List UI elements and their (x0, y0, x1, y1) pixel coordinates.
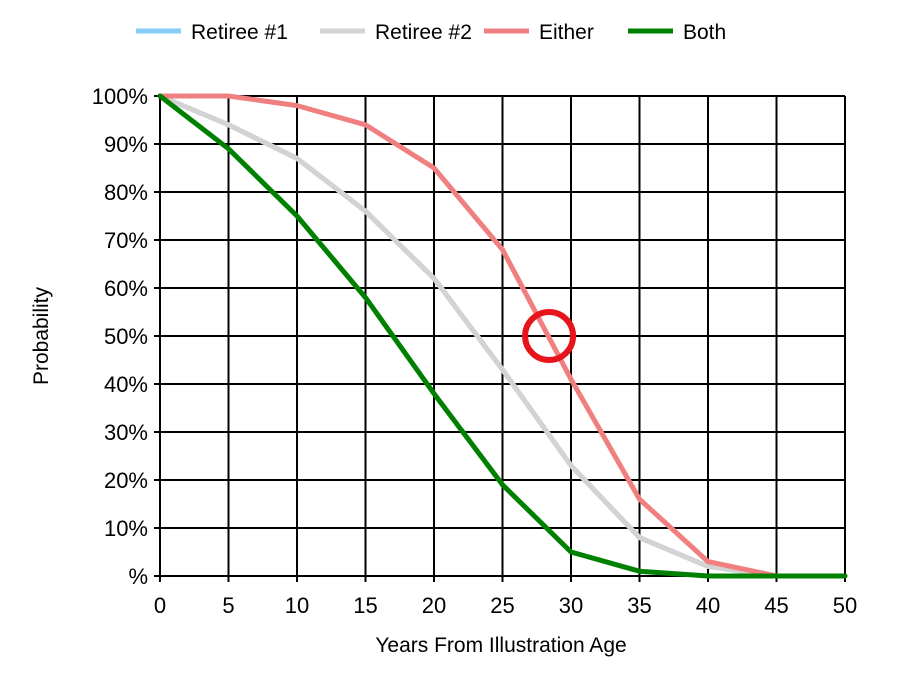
grid-lines (154, 95, 846, 582)
highlight-circle (522, 309, 577, 363)
y-tick-label-10: 100% (92, 84, 148, 109)
y-tick-label-2: 20% (104, 468, 148, 493)
y-tick-label-4: 40% (104, 372, 148, 397)
y-axis-title: Probability (30, 286, 53, 385)
legend-item-2: Either (484, 21, 594, 44)
x-tick-label-8: 40 (696, 593, 720, 618)
legend-label-0: Retiree #1 (191, 21, 288, 44)
x-tick-label-5: 25 (490, 593, 514, 618)
annotation (522, 309, 577, 363)
x-tick-label-4: 20 (422, 593, 446, 618)
legend-label-3: Both (683, 21, 726, 44)
x-tick-label-3: 15 (353, 593, 377, 618)
x-tick-label-2: 10 (285, 593, 309, 618)
x-tick-label-7: 35 (627, 593, 651, 618)
x-tick-label-0: 0 (154, 593, 166, 618)
legend-item-1: Retiree #2 (320, 21, 472, 44)
y-tick-label-5: 50% (104, 324, 148, 349)
chart-legend: Retiree #1 Retiree #2 Either Both (136, 21, 726, 44)
series-3 (157, 93, 848, 579)
y-tick-label-8: 80% (104, 180, 148, 205)
x-axis-ticks: 0 5 10 15 20 25 30 35 40 45 50 (154, 593, 857, 618)
x-axis-title: Years From Illustration Age (375, 634, 626, 657)
legend-label-1: Retiree #2 (375, 21, 472, 44)
x-tick-label-10: 50 (833, 593, 857, 618)
series-lines (157, 93, 848, 579)
legend-item-0: Retiree #1 (136, 21, 288, 44)
legend-item-3: Both (628, 21, 726, 44)
legend-label-2: Either (539, 21, 594, 44)
y-tick-label-0: % (128, 564, 148, 589)
y-tick-label-6: 60% (104, 276, 148, 301)
y-tick-label-9: 90% (104, 132, 148, 157)
y-tick-label-3: 30% (104, 420, 148, 445)
x-tick-label-9: 45 (764, 593, 788, 618)
y-tick-label-7: 70% (104, 228, 148, 253)
x-tick-label-6: 30 (559, 593, 583, 618)
x-tick-label-1: 5 (222, 593, 234, 618)
y-tick-label-1: 10% (104, 516, 148, 541)
y-axis-ticks: % 10% 20% 30% 40% 50% 60% 70% 80% 90% 100% (92, 84, 148, 589)
